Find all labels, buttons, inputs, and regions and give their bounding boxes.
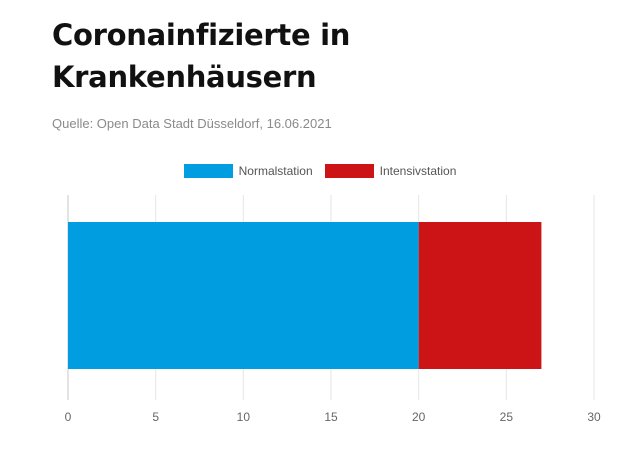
legend-item-intensivstation[interactable]: Intensivstation (324, 164, 457, 178)
legend: Normalstation Intensivstation (0, 164, 640, 178)
x-tick-label-30: 30 (587, 410, 601, 424)
legend-label-intensivstation: Intensivstation (379, 164, 457, 178)
legend-swatch-intensivstation (324, 164, 374, 178)
bars (68, 222, 542, 369)
bar-intensivstation[interactable] (418, 222, 542, 369)
chart-subtitle: Quelle: Open Data Stadt Düsseldorf, 16.0… (52, 116, 332, 131)
legend-item-normalstation[interactable]: Normalstation (183, 164, 313, 178)
legend-swatch-normalstation (183, 164, 233, 178)
x-tick-label-5: 5 (152, 410, 159, 424)
legend-label-normalstation: Normalstation (238, 164, 313, 178)
x-tick-label-25: 25 (500, 410, 514, 424)
x-tick-label-10: 10 (237, 410, 251, 424)
x-tick-label-0: 0 (65, 410, 72, 424)
bar-normalstation[interactable] (68, 222, 419, 369)
x-tick-label-15: 15 (324, 410, 338, 424)
x-tick-label-20: 20 (412, 410, 426, 424)
x-axis: 0 5 10 15 20 25 30 (65, 410, 601, 424)
chart-title: Coronainfizierte in Krankenhäusern (52, 18, 351, 94)
